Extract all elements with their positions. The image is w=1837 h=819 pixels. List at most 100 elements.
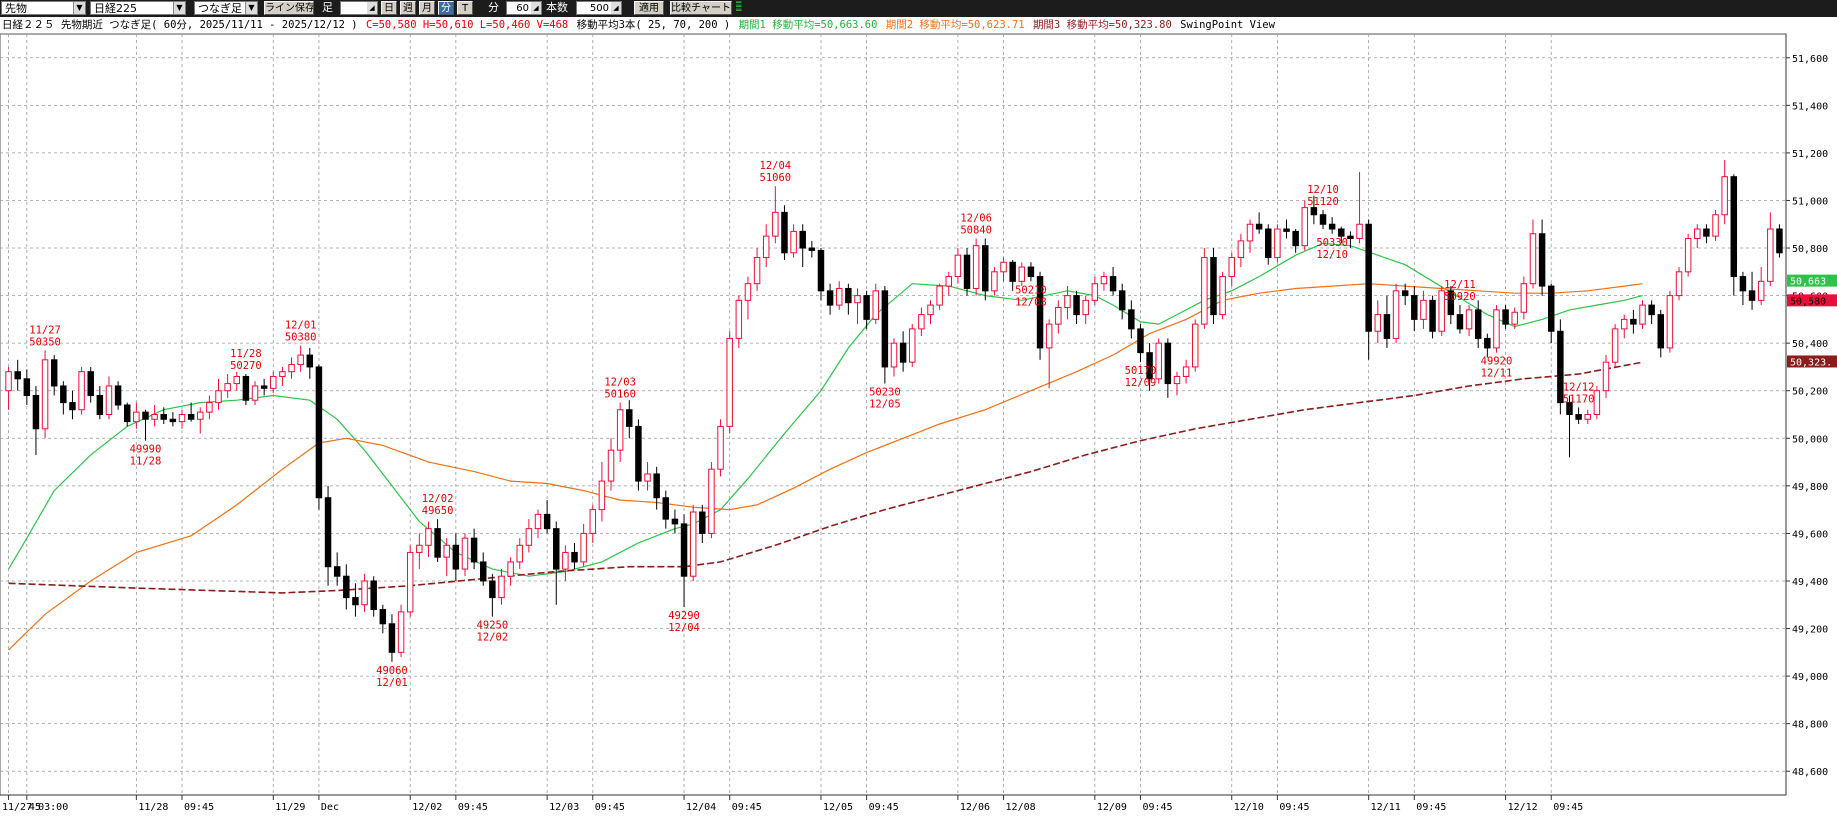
candle (489, 573, 496, 617)
candle (1575, 407, 1582, 425)
minute-button[interactable]: 分 (438, 1, 454, 15)
type-select-value: 先物 (5, 2, 27, 15)
candle (1420, 290, 1427, 329)
candle-body (1401, 290, 1409, 297)
type-select[interactable]: 先物 ▼ (1, 1, 86, 15)
count-stepper[interactable]: 500 ◢ (576, 1, 622, 15)
candle (333, 552, 341, 586)
minute-stepper[interactable]: 60 ◢ (506, 1, 542, 15)
candle-body (1000, 261, 1007, 273)
candle (1164, 338, 1172, 398)
day-button[interactable]: 日 (381, 1, 397, 15)
candle (425, 521, 432, 558)
candle-body (799, 230, 806, 249)
candle (169, 412, 177, 427)
candle-body (315, 366, 323, 499)
continuity-select[interactable]: つなぎ足 ▼ (194, 1, 258, 15)
candle-body (160, 414, 167, 420)
period-count-stepper[interactable]: ◢ (340, 1, 378, 15)
candle (233, 371, 241, 391)
candle (1082, 295, 1089, 325)
candle (1191, 319, 1199, 372)
candle-body (1502, 309, 1509, 325)
swing-point-label: 12/11 (1481, 368, 1513, 380)
swing-point-label: 12/06 (960, 213, 992, 225)
y-tick-label: 50,200 (1792, 387, 1828, 398)
candle (1529, 219, 1537, 289)
candle-body (197, 411, 204, 420)
ma-line-2 (8, 283, 1643, 651)
candle (662, 490, 670, 529)
candle-body (1164, 342, 1172, 385)
candle-body (525, 528, 533, 546)
apply-button[interactable]: 適用 (634, 1, 664, 15)
candle (224, 374, 231, 398)
candle (1347, 231, 1354, 249)
swing-point-label: 49060 (376, 665, 408, 677)
menu-icon[interactable]: ═ ═ ═ (736, 1, 742, 15)
candle-body (1091, 283, 1099, 301)
index-select[interactable]: 日経225 ▼ (90, 1, 186, 15)
candle-body (1484, 337, 1491, 349)
price-tag (1787, 355, 1837, 368)
week-button[interactable]: 週 (400, 1, 416, 15)
candle (516, 538, 523, 570)
candle (1000, 257, 1007, 282)
candle (1210, 248, 1217, 325)
candle-body (114, 385, 122, 406)
x-tick-label: 12/09 (1097, 802, 1127, 813)
tick-button[interactable]: T (457, 1, 473, 15)
candle-body (1228, 257, 1235, 278)
candle-body (644, 473, 651, 482)
swing-point-label: 12/01 (285, 320, 317, 332)
candle (1310, 195, 1318, 225)
candle-body (23, 378, 31, 396)
candle-body (105, 385, 113, 415)
candle-body (854, 295, 861, 304)
swing-point-label: 12/08 (1015, 296, 1047, 308)
swing-point-label: 11/28 (230, 348, 262, 360)
candle-body (443, 544, 450, 558)
swing-point-label: 49250 (477, 620, 509, 632)
candle (1411, 286, 1418, 332)
candle-body (1684, 238, 1692, 273)
save-line-button[interactable]: ライン保存 (264, 1, 314, 15)
candle-body (671, 518, 679, 525)
candle (251, 381, 259, 405)
candle-body (123, 404, 131, 423)
candle-body (1657, 314, 1665, 349)
month-button[interactable]: 月 (419, 1, 435, 15)
candle (324, 485, 332, 586)
candle-body (680, 523, 688, 577)
candle-body (1666, 295, 1674, 349)
candle (936, 283, 943, 310)
candle (1694, 224, 1701, 249)
compare-chart-button[interactable]: 比較チャート (670, 1, 732, 15)
candle-body (1529, 233, 1537, 285)
candle (708, 462, 715, 539)
candle (78, 366, 85, 415)
candle (1456, 305, 1464, 334)
swing-point-label: 49650 (422, 505, 454, 517)
candle-body (936, 285, 943, 306)
candle-body (607, 449, 615, 482)
candle-body (479, 561, 487, 582)
candle-body (1429, 299, 1436, 332)
candle-body (489, 580, 496, 599)
swing-point-label: 50230 (869, 387, 901, 399)
candle-body (1712, 214, 1719, 237)
candle (50, 355, 58, 396)
candle (1465, 305, 1473, 337)
chevron-down-icon: ▼ (173, 2, 185, 14)
x-tick-label: 12/05 (823, 802, 853, 813)
candle (1684, 233, 1692, 277)
candle-body (991, 271, 998, 292)
x-tick-label: 12/06 (960, 802, 990, 813)
swing-point-label: 12/02 (477, 632, 509, 644)
candle (562, 545, 569, 581)
candle-body (835, 287, 843, 306)
candle-body (881, 290, 889, 368)
y-tick-label: 49,600 (1792, 529, 1828, 540)
candle-body (1100, 276, 1108, 285)
